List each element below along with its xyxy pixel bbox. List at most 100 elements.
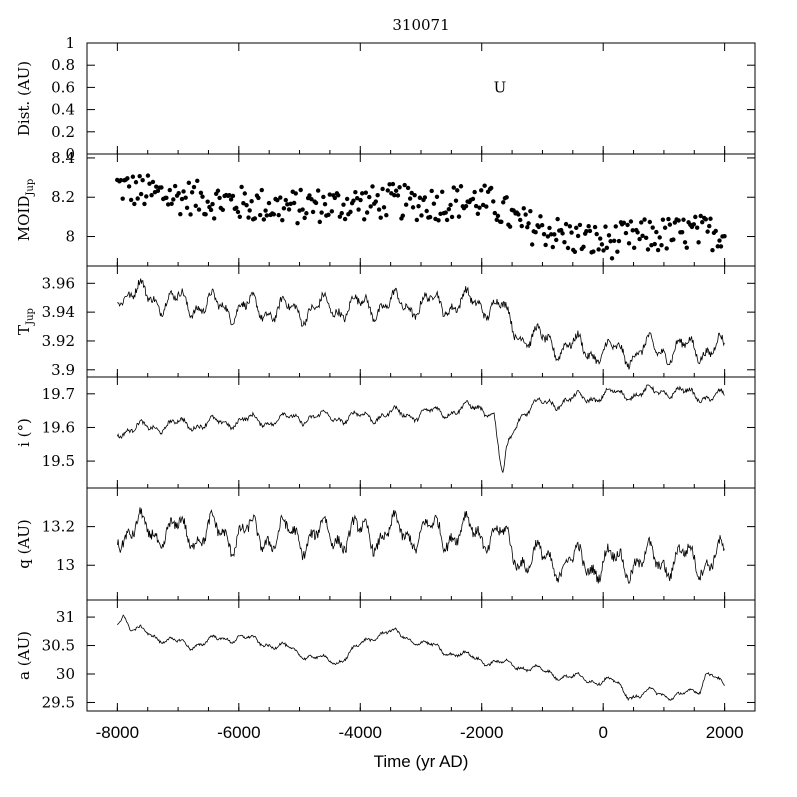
scatter-point — [591, 249, 596, 254]
y-tick-label-a: 29.5 — [42, 693, 75, 711]
scatter-point — [560, 231, 565, 236]
panel-tjup: 3.9 3.92 3.94 3.96 TJup — [15, 265, 756, 379]
scatter-point — [436, 218, 441, 223]
y-tick-label-dist: 0.8 — [51, 56, 75, 74]
scatter-point — [249, 199, 254, 204]
scatter-point — [293, 191, 298, 196]
scatter-point — [405, 185, 411, 191]
scatter-point — [662, 225, 668, 230]
scatter-point — [548, 232, 554, 237]
scatter-point — [195, 178, 200, 184]
scatter-point — [655, 247, 661, 253]
scatter-point — [630, 228, 635, 233]
scatter-point — [220, 207, 226, 213]
scatter-point — [518, 217, 523, 223]
scatter-point — [184, 205, 190, 210]
scatter-point — [276, 212, 281, 218]
scatter-point — [504, 195, 509, 200]
scatter-point — [473, 203, 479, 209]
scatter-point — [451, 185, 456, 190]
scatter-point — [193, 203, 198, 208]
scatter-point — [256, 195, 261, 201]
panel-frame-moid — [86, 153, 756, 267]
scatter-point — [717, 238, 722, 243]
scatter-point — [125, 176, 130, 181]
scatter-point — [412, 192, 417, 198]
x-tick-label: 2000 — [706, 723, 744, 742]
y-tick-label-moid: 8.2 — [51, 188, 75, 206]
scatter-point — [598, 236, 603, 241]
y-tick-label-a: 30.5 — [42, 637, 75, 655]
scatter-point — [196, 207, 202, 212]
scatter-point — [322, 201, 328, 207]
y-tick-label-q: 13 — [56, 556, 75, 574]
scatter-point — [368, 204, 373, 209]
scatter-point — [356, 207, 361, 212]
scatter-point — [424, 208, 429, 214]
scatter-point — [604, 245, 610, 251]
scatter-point — [489, 185, 494, 191]
scatter-point — [387, 182, 392, 187]
scatter-point — [609, 256, 615, 261]
scatter-point — [555, 216, 560, 222]
x-axis: -8000 -6000 -4000 -2000 0 2000 — [96, 723, 744, 742]
y-axis-label-incl: i (°) — [15, 418, 33, 447]
scatter-point — [700, 219, 705, 225]
scatter-point — [198, 190, 204, 195]
y-axis-label-a: a (AU) — [15, 631, 33, 680]
y-tick-label-dist: 0.6 — [51, 78, 75, 96]
scatter-point — [567, 224, 573, 229]
scatter-point — [380, 186, 385, 192]
scatter-point — [475, 211, 481, 216]
scatter-point — [205, 199, 210, 204]
scatter-point — [145, 173, 151, 178]
scatter-point — [288, 201, 293, 207]
scatter-point — [592, 224, 598, 230]
scatter-point — [283, 197, 288, 203]
scatter-point — [516, 212, 521, 217]
scatter-point — [381, 205, 387, 210]
panels-group: 0 0.2 0.4 0.6 0.8 1 Dist. (AU) U 8 8.2 8.4 MOIDJup 3… — [15, 34, 756, 712]
y-tick-label-q: 13.2 — [42, 518, 75, 536]
scatter-point — [200, 194, 205, 199]
scatter-point — [523, 212, 528, 217]
scatter-point — [666, 216, 671, 222]
scatter-point — [652, 241, 657, 247]
scatter-point — [266, 200, 272, 206]
scatter-point — [135, 196, 140, 201]
scatter-point — [479, 188, 484, 193]
scatter-point — [416, 203, 421, 209]
scatter-point — [718, 244, 724, 249]
scatter-point — [495, 213, 501, 219]
panel-frame-dist — [86, 42, 756, 155]
scatter-point — [613, 224, 618, 229]
scatter-point — [536, 224, 541, 230]
scatter-point — [611, 238, 617, 243]
scatter-point — [247, 208, 252, 213]
scatter-point — [138, 191, 144, 197]
scatter-point — [395, 193, 401, 198]
scatter-point — [147, 181, 152, 186]
scatter-point — [246, 215, 251, 220]
y-tick-label-a: 30 — [56, 665, 75, 683]
scatter-point — [659, 243, 664, 248]
scatter-point — [397, 185, 402, 190]
scatter-point — [603, 224, 608, 229]
scatter-point — [329, 209, 335, 214]
scatter-point — [722, 234, 727, 239]
scatter-point — [132, 201, 137, 207]
scatter-point — [526, 221, 531, 226]
scatter-point — [679, 230, 685, 235]
scatter-point — [344, 196, 350, 202]
scatter-point — [637, 236, 642, 242]
panel-frame-incl — [86, 376, 756, 489]
scatter-point — [708, 216, 713, 221]
line-series-q — [117, 507, 725, 585]
scatter-point — [142, 201, 147, 207]
scatter-point — [417, 195, 423, 200]
scatter-point — [237, 214, 243, 219]
scatter-point — [539, 222, 545, 228]
scatter-point — [189, 190, 195, 195]
scatter-point — [574, 225, 579, 231]
